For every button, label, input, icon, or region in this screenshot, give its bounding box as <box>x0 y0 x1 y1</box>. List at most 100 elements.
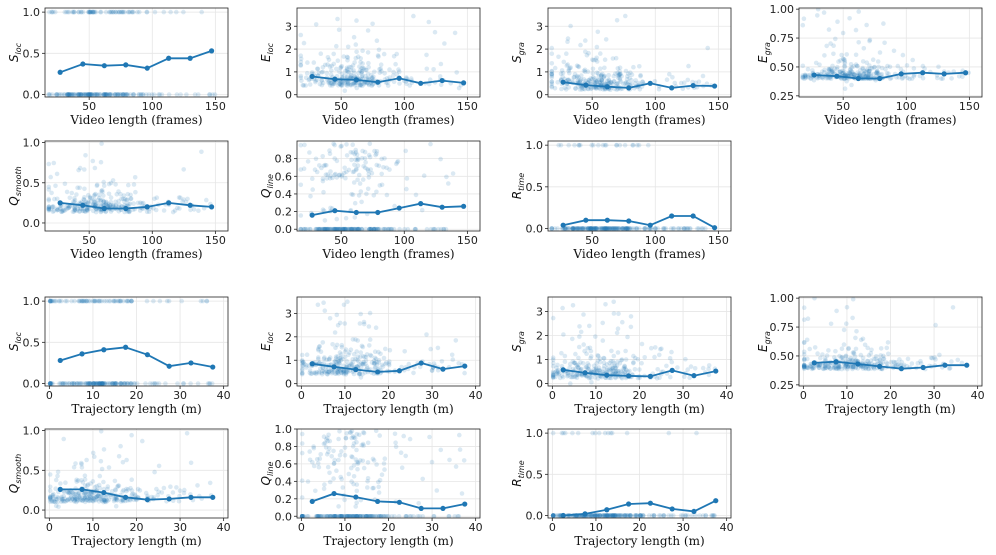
y-tick-label: 0.2 <box>275 493 293 506</box>
scatter-point <box>605 226 611 231</box>
scatter-point <box>87 491 93 497</box>
scatter-point <box>370 485 375 491</box>
scatter-point <box>837 69 842 75</box>
scatter-point <box>599 226 604 231</box>
scatter-point <box>336 359 342 364</box>
scatter-point <box>83 92 89 97</box>
scatter-point <box>195 483 200 488</box>
scatter-point <box>360 514 366 518</box>
scatter-point <box>810 366 816 371</box>
scatter-point <box>871 356 877 362</box>
scatter-point <box>333 226 339 231</box>
scatter-point <box>301 166 307 171</box>
scatter-point <box>47 92 53 97</box>
scatter-point <box>47 472 53 477</box>
scatter-point <box>363 165 368 170</box>
scatter-point <box>334 216 340 222</box>
scatter-point <box>159 490 165 495</box>
scatter-point <box>339 143 344 149</box>
scatter-point <box>393 61 398 67</box>
scatter-point <box>321 300 326 306</box>
trend-line <box>563 369 716 378</box>
scatter-point <box>860 66 865 72</box>
trend-marker <box>439 204 445 210</box>
scatter-point <box>356 226 361 231</box>
scatter-point <box>602 226 607 231</box>
scatter-point <box>549 71 555 77</box>
scatter-point <box>431 514 436 518</box>
scatter-point <box>608 80 614 85</box>
scatter-point <box>879 65 885 71</box>
scatter-point <box>152 469 157 475</box>
scatter-point <box>341 368 347 374</box>
scatter-point <box>128 196 134 201</box>
scatter-point <box>85 208 90 214</box>
scatter-point <box>940 76 945 81</box>
scatter-point <box>884 345 890 351</box>
scatter-point <box>393 440 398 446</box>
scatter-point <box>93 381 99 386</box>
scatter-point <box>94 207 99 212</box>
scatter-point <box>601 355 606 361</box>
scatter-point <box>812 297 817 301</box>
scatter-point <box>358 375 364 380</box>
y-tick-label: 0.2 <box>275 206 293 219</box>
scatter-point <box>627 226 633 231</box>
scatter-point <box>808 364 813 369</box>
scatter-point <box>588 226 594 231</box>
scatter-point <box>583 226 589 231</box>
scatter-point <box>617 360 623 366</box>
scatter-point <box>319 78 325 83</box>
scatter-point <box>626 513 631 518</box>
scatter-point <box>115 483 121 489</box>
scatter-point <box>337 356 343 361</box>
scatter-point <box>836 363 841 369</box>
scatter-point <box>358 361 364 366</box>
scatter-point <box>374 189 379 195</box>
scatter-point <box>606 78 612 83</box>
scatter-point <box>325 226 331 231</box>
scatter-point <box>599 72 604 78</box>
scatter-point <box>54 92 60 97</box>
scatter-point <box>112 478 118 484</box>
scatter-point <box>99 141 104 146</box>
scatter-point <box>825 75 831 81</box>
y-axis-label: Qsmooth <box>7 166 23 205</box>
scatter-point <box>366 65 371 70</box>
scatter-point <box>78 9 84 15</box>
scatter-point <box>602 226 608 231</box>
scatter-point <box>807 72 813 78</box>
scatter-point <box>97 298 103 304</box>
scatter-point <box>124 92 129 97</box>
x-tick-label: 150 <box>205 234 226 247</box>
scatter-point <box>614 87 620 92</box>
scatter-point <box>682 226 687 231</box>
scatter-point <box>336 457 341 463</box>
scatter-point <box>587 226 593 231</box>
scatter-point <box>385 83 391 88</box>
scatter-point <box>64 298 70 304</box>
scatter-point <box>376 54 381 59</box>
trend-line <box>563 499 717 517</box>
scatter-point <box>95 381 101 386</box>
scatter-point <box>316 356 321 362</box>
scatter-point <box>56 298 62 304</box>
scatter-point <box>606 226 612 231</box>
scatter-point <box>383 514 389 518</box>
scatter-point <box>413 226 419 231</box>
scatter-point <box>299 514 305 518</box>
scatter-point <box>700 73 706 79</box>
scatter-point <box>335 370 341 375</box>
scatter-point <box>587 375 593 380</box>
scatter-point <box>352 162 357 168</box>
scatter-point <box>585 226 591 231</box>
scatter-point <box>105 203 110 208</box>
scatter-point <box>83 199 89 204</box>
y-axis-label: Eloc <box>259 331 275 351</box>
y-tick-label: 2 <box>285 43 292 56</box>
scatter-point <box>131 381 137 386</box>
scatter-point <box>328 72 334 78</box>
scatter-point <box>628 513 634 518</box>
scatter-point <box>587 226 593 231</box>
